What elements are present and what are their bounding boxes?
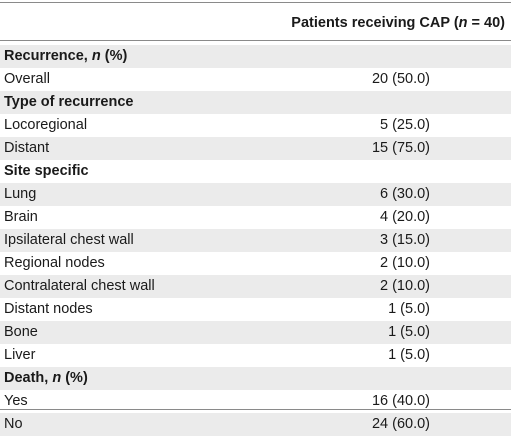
section-title-text: Type of recurrence bbox=[4, 94, 134, 110]
row-label: Brain bbox=[4, 209, 38, 225]
column-header-suffix: = 40) bbox=[467, 15, 505, 31]
row-label: Distant bbox=[4, 140, 50, 156]
row-value: 1 (5.0) bbox=[388, 301, 430, 317]
section-title-text: Site specific bbox=[4, 163, 89, 179]
row-label: Overall bbox=[4, 71, 50, 87]
section-title-text: Death, bbox=[4, 370, 53, 386]
table-row: Locoregional 5 (25.0) bbox=[0, 114, 511, 137]
row-value: 24 (60.0) bbox=[371, 416, 430, 432]
table-row: Ipsilateral chest wall 3 (15.0) bbox=[0, 229, 511, 252]
row-value: 2 (10.0) bbox=[380, 255, 430, 271]
table-row: Contralateral chest wall 2 (10.0) bbox=[0, 275, 511, 298]
section-title: Site specific bbox=[4, 160, 89, 183]
row-value: 6 (30.0) bbox=[380, 186, 430, 202]
section-row: Site specific bbox=[0, 160, 511, 183]
table-row: Lung 6 (30.0) bbox=[0, 183, 511, 206]
row-value: 1 (5.0) bbox=[388, 347, 430, 363]
row-label: Bone bbox=[4, 324, 38, 340]
table-row: Overall 20 (50.0) bbox=[0, 68, 511, 91]
row-value: 4 (20.0) bbox=[380, 209, 430, 225]
table-row: Yes 16 (40.0) bbox=[0, 390, 511, 413]
table-top-rule bbox=[0, 2, 511, 3]
row-label: No bbox=[4, 416, 23, 432]
row-value: 3 (15.0) bbox=[380, 232, 430, 248]
section-title-n: n bbox=[52, 370, 62, 386]
row-value: 15 (75.0) bbox=[371, 140, 430, 156]
row-label: Contralateral chest wall bbox=[4, 278, 155, 294]
row-label: Ipsilateral chest wall bbox=[4, 232, 134, 248]
section-title-n: n bbox=[91, 48, 101, 64]
table-header-rule bbox=[0, 40, 511, 41]
table-bottom-rule bbox=[0, 409, 511, 410]
row-value: 20 (50.0) bbox=[371, 71, 430, 87]
section-row: Recurrence, n (%) bbox=[0, 45, 511, 68]
table-row: Bone 1 (5.0) bbox=[0, 321, 511, 344]
row-value: 16 (40.0) bbox=[371, 393, 430, 409]
row-label: Yes bbox=[4, 393, 28, 409]
table-row: Distant 15 (75.0) bbox=[0, 137, 511, 160]
section-title: Death, n (%) bbox=[4, 367, 88, 390]
section-title-text: Recurrence, bbox=[4, 48, 92, 64]
section-title-suffix: (%) bbox=[100, 48, 128, 64]
row-label: Distant nodes bbox=[4, 301, 93, 317]
column-header: Patients receiving CAP (n = 40) bbox=[0, 10, 505, 36]
table-row: No 24 (60.0) bbox=[0, 413, 511, 436]
row-value: 1 (5.0) bbox=[388, 324, 430, 340]
section-title: Type of recurrence bbox=[4, 91, 133, 114]
row-value: 5 (25.0) bbox=[380, 117, 430, 133]
table-row: Brain 4 (20.0) bbox=[0, 206, 511, 229]
row-label: Liver bbox=[4, 347, 36, 363]
table-row: Distant nodes 1 (5.0) bbox=[0, 298, 511, 321]
section-row: Type of recurrence bbox=[0, 91, 511, 114]
row-value: 2 (10.0) bbox=[380, 278, 430, 294]
row-label: Lung bbox=[4, 186, 37, 202]
row-label: Regional nodes bbox=[4, 255, 105, 271]
table-row: Liver 1 (5.0) bbox=[0, 344, 511, 367]
section-title: Recurrence, n (%) bbox=[4, 45, 127, 68]
section-title-suffix: (%) bbox=[61, 370, 88, 386]
column-header-prefix: Patients receiving CAP ( bbox=[291, 15, 459, 31]
column-header-n: n bbox=[458, 15, 468, 31]
section-row: Death, n (%) bbox=[0, 367, 511, 390]
table-row: Regional nodes 2 (10.0) bbox=[0, 252, 511, 275]
row-label: Locoregional bbox=[4, 117, 88, 133]
